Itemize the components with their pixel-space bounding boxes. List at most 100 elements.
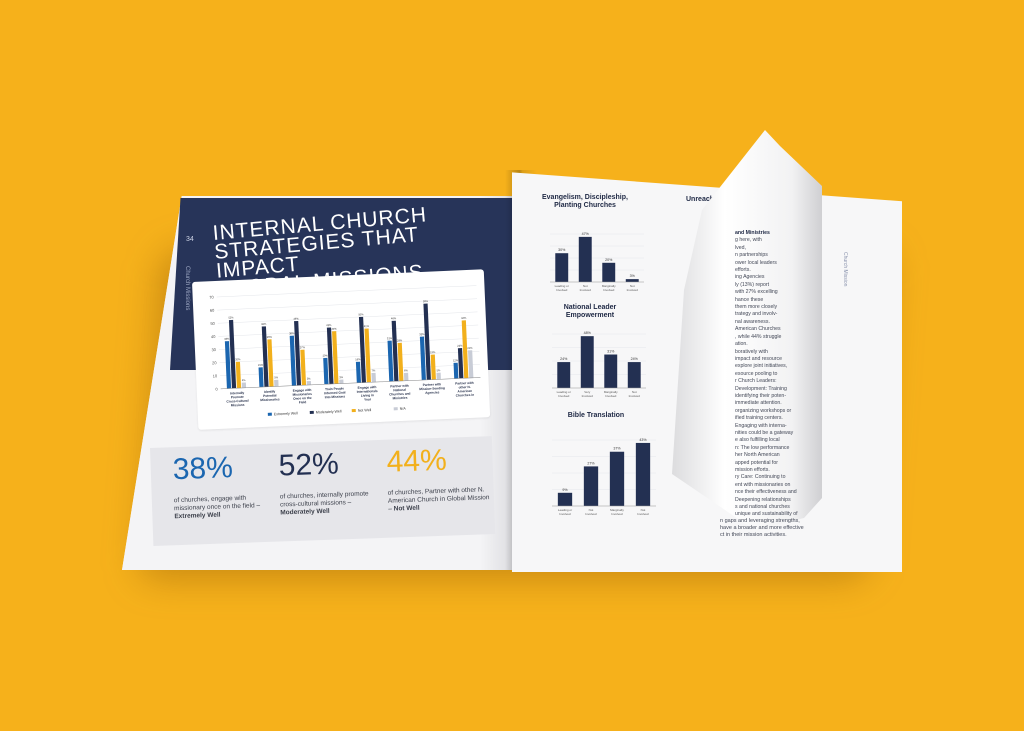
bar [578,236,592,282]
data-label: 7% [371,368,376,372]
gridline [218,324,479,337]
category-label: Involved [629,394,641,398]
data-label: 40% [331,327,337,331]
category-label: National [393,388,406,393]
y-tick-label: 0 [215,386,218,391]
bar [323,357,329,385]
left-side-tab: Church Missions [184,266,190,311]
stat-block: 52% of churches, internally promote cros… [278,446,385,518]
text-line: ct in their mission activities. [720,532,787,538]
data-label: 27% [300,345,306,349]
right-chart-evangelism: 30%Leading orInvolved47%NotInvolved20%Ma… [550,232,644,292]
category-label: Cross-Cultural [226,399,248,404]
category-label: Involved [582,394,594,398]
bar [397,342,404,382]
category-label: Living in [361,393,374,398]
data-label: 9% [562,488,568,492]
data-label: 27% [587,461,595,465]
data-label: 4% [242,378,247,382]
data-label: 48% [584,331,592,335]
category-label: Marginally [604,390,618,394]
bar [555,253,569,282]
text-line: Development: Training [735,385,787,392]
text-line: have a broader and more effective [720,525,804,531]
bar [436,372,441,380]
data-label: 50% [358,312,364,316]
text-line: n gaps and leveraging strengths, [720,518,800,524]
bar [364,328,371,383]
data-label: 19% [430,350,436,354]
data-label: 44% [461,316,467,320]
category-label: Ministries [392,396,407,401]
data-label: 31% [607,350,615,354]
category-label: Partner with [455,381,474,386]
bar [332,331,339,384]
category-label: Internationals [357,389,378,394]
category-label: Churches and [389,392,410,397]
stat-description: of churches, Partner with other N. Ameri… [387,486,490,513]
category-label: Involved [580,288,592,292]
text-line: explore joint initiatives, [735,363,788,370]
text-line: Engaging with interna- [735,422,787,429]
category-label: Into Missions [325,394,346,399]
bar [557,492,573,506]
text-line: apped potential for [735,459,778,466]
stat-value: 44% [386,443,448,479]
stat-description: of churches, internally promote cross-cu… [279,490,369,517]
category-label: other N. [458,385,470,390]
text-line: immediate attention. [735,400,782,407]
category-label: Not [589,508,594,512]
category-label: Not [583,284,588,288]
category-label: Field [299,400,307,404]
bar [235,361,242,389]
legend-swatch [351,408,356,413]
right-chart-bible: 9%Leading orInvolved27%NotInvolved37%Mar… [552,438,656,516]
category-label: Your [364,397,372,401]
bar [355,361,362,383]
category-label: Leading or [555,284,569,288]
data-label: 52% [228,315,234,319]
bar [289,335,297,386]
category-label: Leading or [558,508,572,512]
legend-swatch [309,410,314,414]
bar [467,350,474,379]
category-label: Engage with [293,388,312,393]
category-label: Once on the [293,396,312,401]
bar [267,339,274,387]
category-label: Involved [585,512,597,516]
bar [261,326,269,387]
text-line: hance these [735,296,764,303]
x-axis [220,377,481,390]
text-line: unique and sustainability of [735,511,798,518]
data-label: 36% [267,335,273,339]
text-line: trategy and involv- [735,311,778,318]
category-label: Train People [325,386,344,391]
stat-value: 38% [172,451,234,487]
text-line: ation. [735,341,748,348]
category-label: Very [584,390,591,394]
category-label: Involved [556,288,568,292]
data-label: 24% [631,357,639,361]
data-label: 46% [261,322,267,326]
category-label: Involved [559,512,571,516]
data-label: 6% [404,368,409,372]
category-label: Partner with [390,384,409,389]
category-label: Marginally [610,508,624,512]
category-label: Not [632,390,637,394]
stat-block: 44% of churches, Partner with other N. A… [386,442,493,514]
text-line: n: The low performance [735,444,790,451]
text-line: r Church Leaders: [735,378,777,385]
curl-heading: and Ministries [735,230,770,236]
category-label: Not [641,508,646,512]
bar [300,349,307,386]
text-line: impact and resource [735,355,782,362]
data-label: 36% [224,337,230,341]
bar [391,320,399,382]
bar [457,348,464,379]
bar [241,382,247,388]
legend-label: Not Well [358,408,372,413]
text-line: ified training centers. [735,415,783,422]
bar [423,303,431,380]
legend-swatch [393,407,398,411]
